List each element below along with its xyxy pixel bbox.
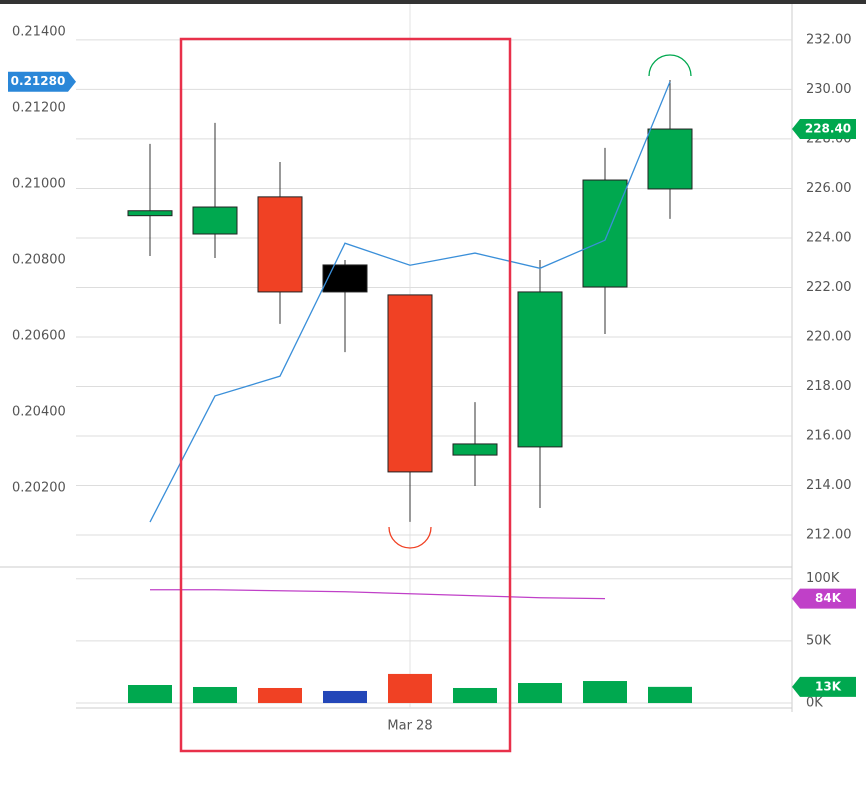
- volume-bar: [258, 687, 302, 704]
- price-marker: 13K: [792, 676, 856, 697]
- price-marker: 228.40: [792, 119, 856, 140]
- volume-bar: [648, 686, 692, 704]
- volume-bar: [518, 683, 562, 704]
- volume-bar: [583, 681, 627, 704]
- marker-box: [792, 119, 856, 140]
- marker-box: [8, 71, 76, 92]
- price-marker: 0.21280: [8, 71, 76, 92]
- candle-body: [387, 294, 433, 473]
- volume-bar: [128, 685, 172, 704]
- candle-body: [127, 210, 173, 217]
- marker-label: 13K: [815, 679, 842, 693]
- y2-tick-label: 214.00: [806, 478, 852, 493]
- price-marker: 84K: [792, 588, 856, 609]
- y-tick-label: 0.21200: [12, 101, 66, 116]
- y2-tick-label: 232.00: [806, 32, 852, 47]
- y2-tick-label: 218.00: [806, 379, 852, 394]
- candle-body: [192, 206, 238, 235]
- candle-body: [647, 128, 693, 190]
- y2-tick-label: 230.00: [806, 82, 852, 97]
- y2-tick-label: 212.00: [806, 528, 852, 543]
- plot: 232.00230.00228.00226.00224.00222.00220.…: [8, 25, 856, 734]
- y2-tick-label: 224.00: [806, 230, 852, 245]
- y-tick-label: 0K: [806, 696, 823, 711]
- low-marker: [388, 526, 432, 549]
- x-tick-label: Mar 28: [387, 719, 432, 734]
- candle-body: [582, 179, 628, 288]
- volume-bar: [453, 687, 497, 704]
- candle-body: [322, 264, 368, 293]
- y-tick-label: 50K: [806, 633, 832, 648]
- y2-tick-label: 220.00: [806, 329, 852, 344]
- y-tick-label: 0.21000: [12, 177, 66, 192]
- highlight-box: [179, 37, 512, 753]
- candle-body: [452, 443, 498, 456]
- y2-tick-label: 222.00: [806, 280, 852, 295]
- y-tick-label: 0.20400: [12, 405, 66, 420]
- marker-box: [792, 676, 856, 697]
- marker-box: [792, 588, 856, 609]
- candle-body: [517, 291, 563, 448]
- marker-label: 0.21280: [11, 74, 66, 88]
- y-tick-label: 100K: [806, 571, 840, 586]
- y-tick-label: 0.20600: [12, 329, 66, 344]
- volume-bar: [388, 673, 432, 704]
- y2-tick-label: 226.00: [806, 181, 852, 196]
- y-tick-label: 0.20800: [12, 253, 66, 268]
- y-tick-label: 0.20200: [12, 481, 66, 496]
- marker-label: 84K: [815, 591, 842, 605]
- volume-bar: [193, 686, 237, 704]
- line: [149, 81, 671, 523]
- candle-body: [257, 196, 303, 293]
- marker-label: 228.40: [805, 122, 851, 136]
- y-tick-label: 0.21400: [12, 25, 66, 40]
- y2-tick-label: 216.00: [806, 429, 852, 444]
- line: [150, 589, 606, 600]
- volume-bar: [323, 690, 367, 704]
- top-edge: [0, 0, 866, 4]
- high-marker: [648, 54, 692, 77]
